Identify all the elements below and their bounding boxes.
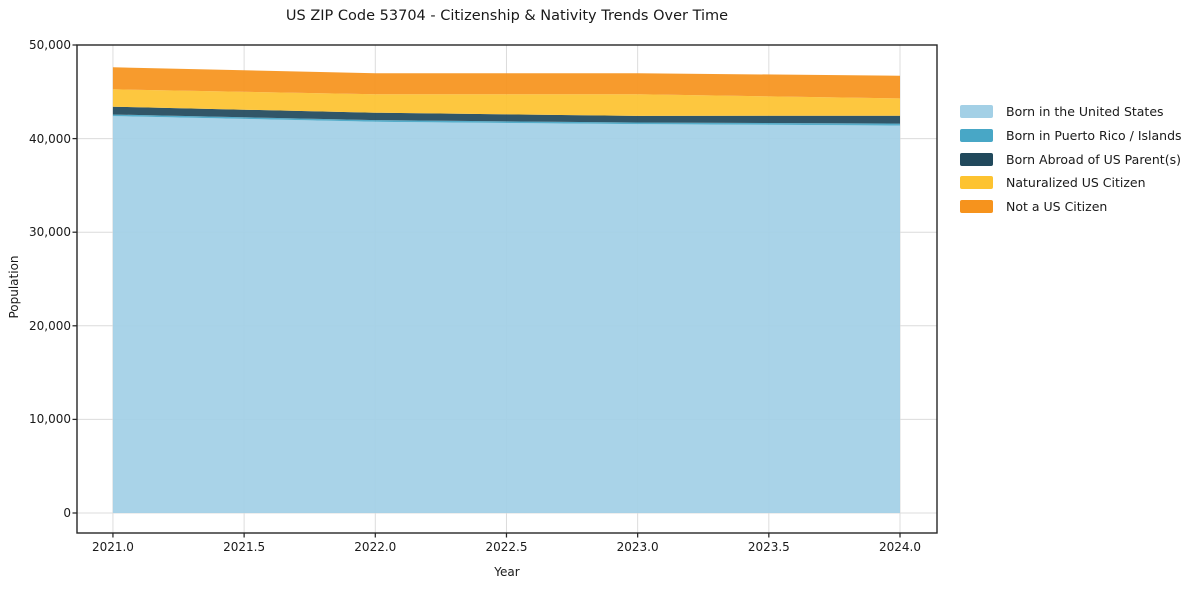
legend-swatch xyxy=(960,105,993,119)
y-tick-label: 30,000 xyxy=(29,225,71,240)
x-tick-label: 2023.0 xyxy=(616,540,659,554)
y-tick-label: 40,000 xyxy=(29,131,71,146)
area-series-not-a-us-citizen xyxy=(112,67,900,99)
legend-label: Not a US Citizen xyxy=(1006,199,1108,215)
x-tick-label: 2021.0 xyxy=(91,540,134,554)
y-tick-label: 10,000 xyxy=(29,412,71,427)
legend-label: Born Abroad of US Parent(s) xyxy=(1006,151,1181,167)
legend-label: Naturalized US Citizen xyxy=(1006,175,1146,191)
legend: Born in the United States Born in Puerto … xyxy=(960,100,1182,218)
x-tick-label: 2021.5 xyxy=(223,540,266,554)
y-tick-label: 50,000 xyxy=(29,38,71,52)
area-series-naturalized-us-citizen xyxy=(112,89,900,116)
x-tick-label: 2022.5 xyxy=(485,540,528,554)
x-tick-label: 2022.0 xyxy=(354,540,397,554)
x-tick-label: 2023.5 xyxy=(747,540,790,554)
legend-label: Born in the United States xyxy=(1006,104,1164,120)
legend-item: Born in Puerto Rico / Islands xyxy=(960,124,1182,148)
legend-label: Born in Puerto Rico / Islands xyxy=(1006,128,1182,144)
y-tick-label: 20,000 xyxy=(29,318,71,333)
legend-item: Naturalized US Citizen xyxy=(960,171,1182,195)
legend-swatch xyxy=(960,129,993,143)
y-tick-label: 0 xyxy=(63,505,71,520)
legend-item: Born in the United States xyxy=(960,100,1182,124)
x-axis-label: Year xyxy=(494,565,520,579)
chart-title: US ZIP Code 53704 - Citizenship & Nativi… xyxy=(285,8,729,24)
area-series-born-in-the-united-states xyxy=(112,116,900,513)
legend-item: Born Abroad of US Parent(s) xyxy=(960,147,1182,171)
y-axis-label: Population xyxy=(7,255,21,319)
area-series-born-in-puerto-rico-islands xyxy=(112,114,900,126)
legend-swatch xyxy=(960,152,993,166)
area-series-born-abroad-of-us-parent-s- xyxy=(112,106,900,124)
legend-swatch xyxy=(960,200,993,214)
legend-item: Not a US Citizen xyxy=(960,195,1182,219)
x-tick-label: 2024.0 xyxy=(879,540,921,554)
legend-swatch xyxy=(960,176,993,190)
